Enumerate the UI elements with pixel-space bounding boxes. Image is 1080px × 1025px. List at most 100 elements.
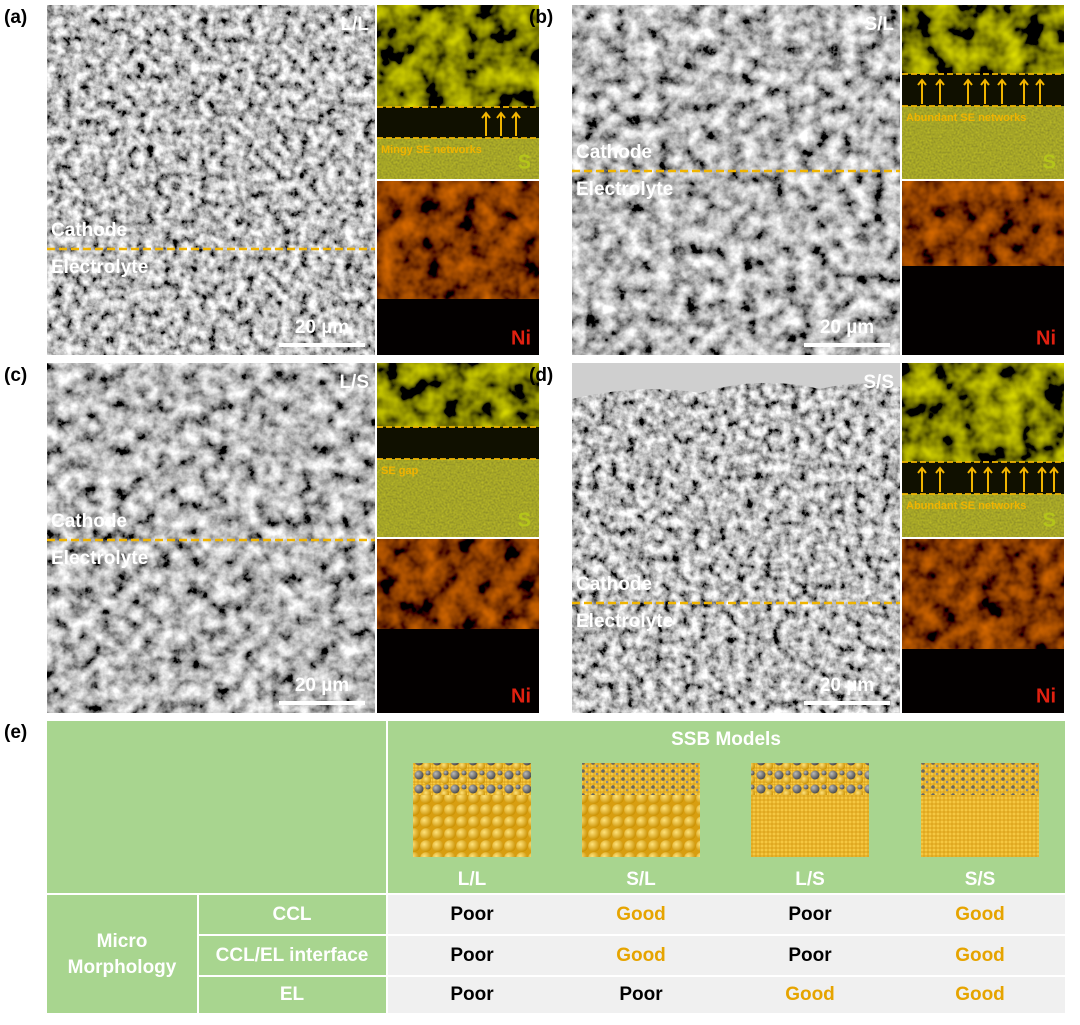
- row-label: CCL: [272, 904, 311, 925]
- eds-ni-top: [902, 181, 1064, 266]
- eds-s-bottom: [902, 106, 1064, 179]
- model-label: L/L: [458, 869, 487, 890]
- cell: Good: [785, 984, 835, 1005]
- element-label: S: [518, 509, 531, 531]
- element-label: S: [518, 151, 531, 173]
- arrow: [1001, 466, 1011, 492]
- element-label: Ni: [511, 327, 531, 349]
- cell: Good: [955, 984, 1005, 1005]
- element-label: Ni: [1036, 685, 1056, 707]
- eds-s-top: [902, 5, 1064, 74]
- sem-image: [47, 5, 375, 355]
- group-cell: [47, 895, 197, 1013]
- eds-annotation: SE gap: [381, 465, 419, 477]
- value-area: [388, 895, 1065, 1013]
- eds-s-bottom: [377, 138, 539, 179]
- arrow: [967, 466, 977, 492]
- scale-label: 20 µm: [820, 675, 874, 696]
- element-label: S: [1043, 509, 1056, 531]
- arrow: [1037, 466, 1047, 492]
- arrow: [511, 111, 521, 136]
- eds-s-bottom: [902, 494, 1064, 537]
- panel-label: (d): [529, 365, 553, 386]
- eds-annotation: Mingy SE networks: [381, 144, 482, 156]
- panel-label: (a): [4, 7, 27, 28]
- sample-label: L/S: [339, 372, 369, 393]
- cell: Poor: [788, 904, 832, 925]
- region-label: Cathode: [51, 220, 127, 241]
- arrow: [481, 111, 491, 136]
- eds-ni-top: [902, 539, 1064, 649]
- element-label: Ni: [1036, 327, 1056, 349]
- arrow: [980, 78, 990, 104]
- arrow: [935, 466, 945, 492]
- scale-label: 20 µm: [820, 317, 874, 338]
- group-label: Micro: [97, 931, 148, 952]
- arrow: [983, 466, 993, 492]
- group-label: Morphology: [68, 957, 177, 978]
- arrow: [1049, 466, 1059, 492]
- region-label: Cathode: [51, 511, 127, 532]
- model-label: S/L: [626, 869, 656, 890]
- model-illustrations: [413, 763, 1039, 857]
- region-label: Cathode: [576, 142, 652, 163]
- table-header: SSB Models: [671, 729, 781, 750]
- eds-ni-top: [377, 539, 539, 629]
- background: [572, 363, 900, 399]
- eds-s-top: [902, 363, 1064, 462]
- scale-label: 20 µm: [295, 317, 349, 338]
- arrow: [917, 78, 927, 104]
- cell: Good: [616, 904, 666, 925]
- sem-image: [47, 363, 375, 713]
- eds-s-bottom: [377, 459, 539, 537]
- eds-annotation: Abundant SE networks: [906, 500, 1026, 512]
- cell: Poor: [450, 904, 494, 925]
- scale-label: 20 µm: [295, 675, 349, 696]
- arrow: [1019, 466, 1029, 492]
- arrow: [935, 78, 945, 104]
- model-cathode: [921, 763, 1039, 795]
- region-label: Electrolyte: [576, 179, 673, 200]
- cell: Good: [955, 945, 1005, 966]
- cell: Good: [955, 904, 1005, 925]
- panel-label: (b): [529, 7, 553, 28]
- region-label: Electrolyte: [51, 257, 148, 278]
- arrow: [997, 78, 1007, 104]
- row-cell: [199, 977, 386, 1013]
- region-label: Electrolyte: [51, 548, 148, 569]
- eds-s-top: [377, 363, 539, 427]
- arrow: [1019, 78, 1029, 104]
- row-cell: [199, 895, 386, 934]
- cell: Poor: [788, 945, 832, 966]
- cell: Poor: [450, 984, 494, 1005]
- region-label: Cathode: [576, 574, 652, 595]
- panel-e: (e) SSB Models L/L S/L L/S S/S Micro Mor…: [4, 721, 1065, 1013]
- cell: Poor: [450, 945, 494, 966]
- eds-ni-top: [377, 181, 539, 299]
- sample-label: L/L: [341, 14, 370, 35]
- sem-panels: (a) Cathode Electrolyte L/L 20 µm Mingy SE ne…: [4, 5, 1064, 713]
- row-cell: [199, 936, 386, 975]
- row-label: CCL/EL interface: [216, 945, 369, 966]
- cell: Poor: [619, 984, 663, 1005]
- header-cell: [47, 721, 386, 893]
- model-cathode: [751, 763, 869, 795]
- sample-label: S/L: [864, 14, 894, 35]
- region-label: Electrolyte: [576, 611, 673, 632]
- model-label: S/S: [965, 869, 996, 890]
- panel-label: (c): [4, 365, 27, 386]
- model-cathode: [413, 763, 531, 795]
- row-label: EL: [280, 984, 305, 1005]
- model-label: L/S: [795, 869, 825, 890]
- cell: Good: [616, 945, 666, 966]
- arrow: [917, 466, 927, 492]
- element-label: S: [1043, 151, 1056, 173]
- element-label: Ni: [511, 685, 531, 707]
- arrow: [496, 111, 506, 136]
- panel-label: (e): [4, 722, 27, 743]
- eds-annotation: Abundant SE networks: [906, 112, 1026, 124]
- sem-image: [572, 5, 900, 355]
- eds-s-top: [377, 5, 539, 107]
- sample-label: S/S: [863, 372, 894, 393]
- sem-image: [572, 363, 900, 713]
